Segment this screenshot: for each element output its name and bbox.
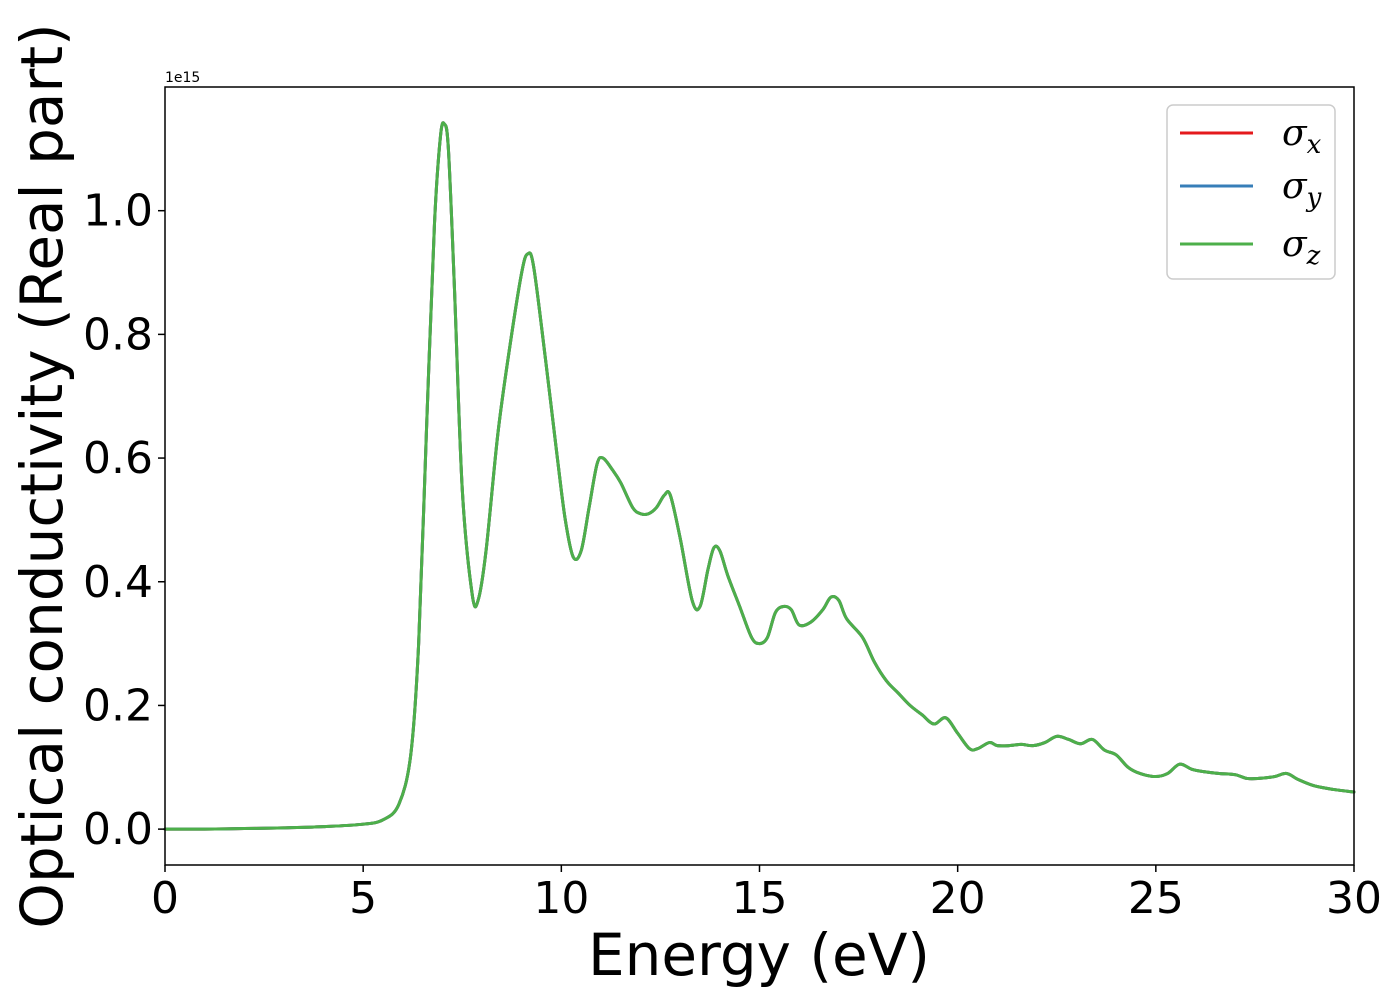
- x-tick-label: 25: [1128, 873, 1184, 924]
- y-tick-label: 0.8: [83, 309, 153, 360]
- y-axis-ticks: 0.0 0.2 0.4 0.6 0.8 1.0: [83, 186, 165, 855]
- y-tick-label: 0.2: [83, 680, 153, 731]
- series-line-3: [163, 121, 1356, 831]
- x-tick-label: 20: [930, 873, 986, 924]
- y-tick-label: 1.0: [83, 186, 153, 237]
- y-tick-label: 0.6: [83, 433, 153, 484]
- y-multiplier-label: 1e15: [165, 70, 200, 86]
- series-lines: [163, 121, 1356, 831]
- x-tick-label: 30: [1326, 873, 1382, 924]
- x-tick-label: 0: [151, 873, 179, 924]
- legend-box: [1166, 104, 1336, 280]
- x-axis-ticks: 0 5 10 15 20 25 30: [151, 865, 1382, 924]
- x-tick-label: 5: [349, 873, 377, 924]
- y-tick-label: 0.0: [83, 804, 153, 855]
- y-axis-title: Optical conductivity (Real part): [8, 23, 76, 928]
- x-tick-label: 15: [732, 873, 788, 924]
- x-tick-label: 10: [533, 873, 589, 924]
- x-axis-title: Energy (eV): [588, 921, 930, 989]
- y-tick-label: 0.4: [83, 557, 153, 608]
